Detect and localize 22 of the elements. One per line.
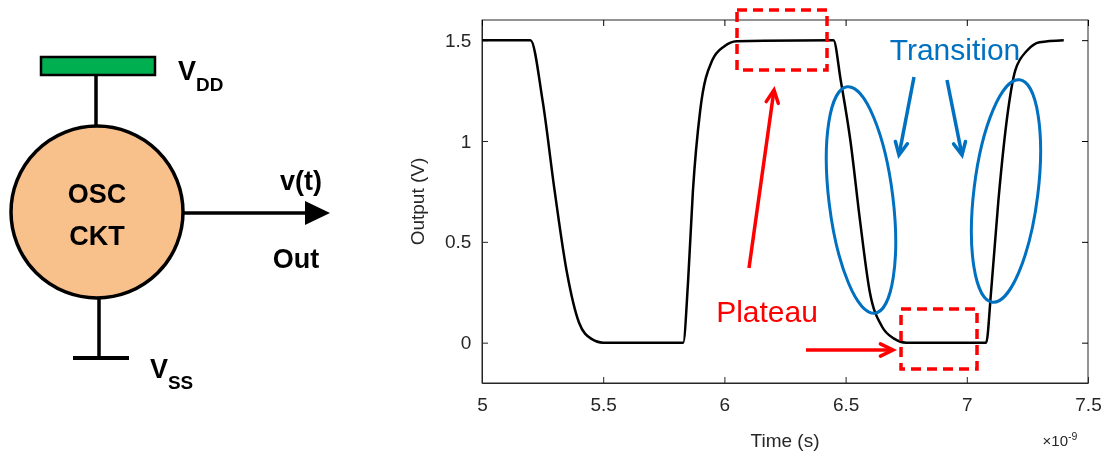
text: OSC — [67, 179, 127, 209]
text: v(t) — [280, 166, 322, 196]
x-tick-label: 7.5 — [1075, 393, 1102, 415]
y-tick-label: 1.5 — [444, 29, 472, 51]
x-tick-label: 6.5 — [832, 393, 860, 415]
annotation: Transition — [889, 33, 1021, 66]
text: V$_{SS}$ — [150, 354, 194, 393]
x-tick-label: 6 — [719, 393, 731, 415]
text: CKT — [69, 221, 126, 251]
y-tick-label: 1 — [460, 130, 472, 152]
y-tick-label: 0.5 — [444, 231, 472, 253]
x-tick-label: 5 — [477, 393, 488, 415]
y-tick-label: 0 — [460, 332, 472, 354]
text: ×10$^{-9}$ — [1042, 430, 1078, 449]
line-series — [480, 38, 1066, 344]
x-tick-label: 5.5 — [590, 393, 617, 415]
y-axis-title: Output (V) — [407, 157, 428, 246]
x-axis-title: Time (s) — [750, 430, 820, 451]
annotation: Plateau — [716, 295, 818, 328]
text: Out — [272, 244, 320, 274]
x-tick-label: 7 — [962, 393, 973, 415]
text: V$_{DD}$ — [178, 56, 224, 95]
